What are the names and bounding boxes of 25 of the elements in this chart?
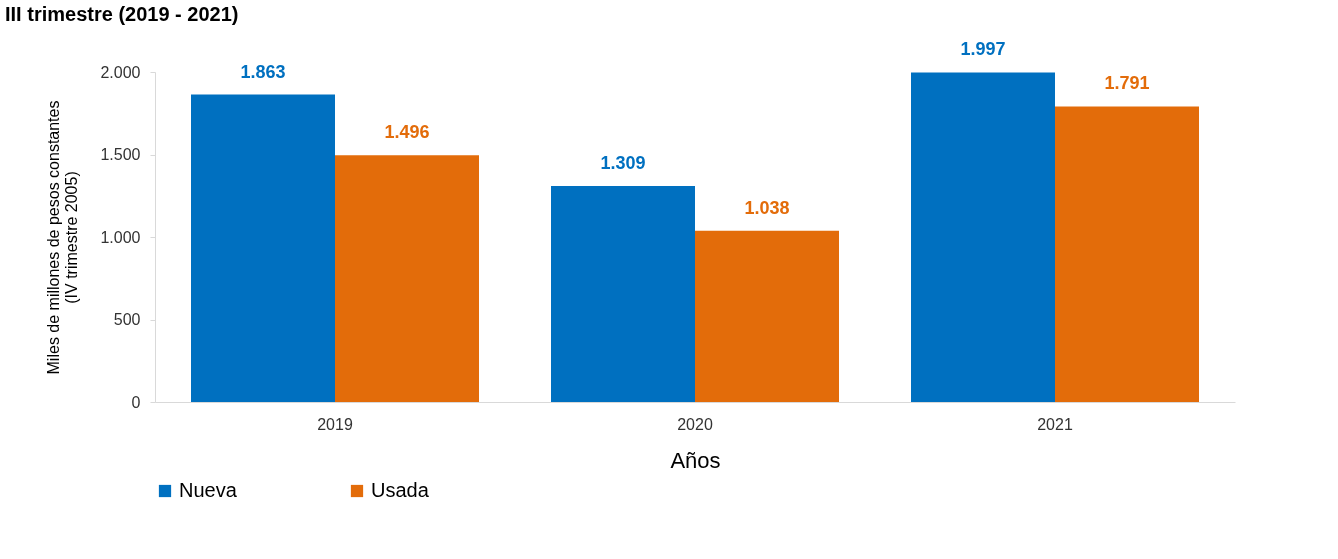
y-tick-label: 0 bbox=[131, 393, 141, 411]
x-tick-label: 2019 bbox=[317, 415, 353, 433]
data-label: 1.038 bbox=[744, 197, 790, 218]
y-axis-title: Miles de millones de pesos constantes (IV trimestre 2005) bbox=[45, 100, 81, 375]
y-tick-label: 500 bbox=[113, 311, 141, 328]
data-label: 1.997 bbox=[960, 39, 1006, 60]
legend-label: Nueva bbox=[179, 479, 238, 501]
bar bbox=[335, 155, 479, 402]
data-label: 1.496 bbox=[384, 122, 430, 143]
data-label: 1.791 bbox=[1104, 73, 1150, 94]
y-tick-label: 1.500 bbox=[100, 146, 141, 163]
legend-label: Usada bbox=[371, 479, 430, 501]
bar bbox=[191, 94, 335, 402]
bar bbox=[1055, 106, 1199, 402]
x-tick-label: 2020 bbox=[677, 415, 713, 433]
data-label: 1.309 bbox=[600, 153, 646, 174]
bar bbox=[551, 186, 695, 402]
chart-title: III trimestre (2019 - 2021) bbox=[5, 3, 239, 26]
bar bbox=[695, 230, 839, 402]
x-axis-title: Años bbox=[670, 447, 721, 473]
x-tick-label: 2021 bbox=[1037, 415, 1073, 433]
y-tick-label: 1.000 bbox=[100, 228, 141, 246]
y-tick-label: 2.000 bbox=[100, 63, 141, 81]
data-label: 1.863 bbox=[240, 61, 286, 82]
bar bbox=[911, 72, 1055, 402]
